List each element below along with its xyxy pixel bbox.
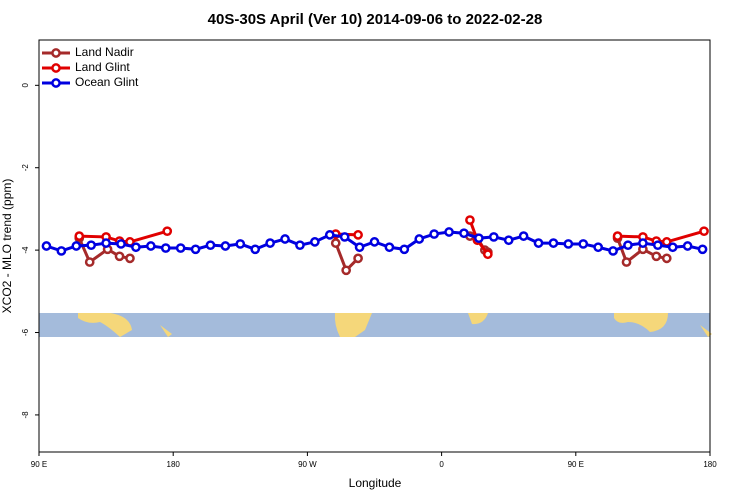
point (84, 257, 95, 267)
point (503, 235, 514, 246)
point (414, 234, 425, 244)
legend-label: Land Nadir (75, 45, 134, 59)
x-tick-label: 90 W (298, 460, 317, 469)
point (563, 239, 574, 249)
y-tick-label: 0 (21, 83, 30, 88)
point (220, 241, 231, 251)
point (145, 241, 156, 251)
point (324, 230, 335, 240)
point (125, 253, 135, 264)
point (280, 234, 290, 244)
x-axis-label: Longitude (349, 476, 402, 490)
x-tick-label: 180 (167, 460, 181, 469)
point (205, 240, 216, 251)
point (353, 253, 363, 264)
legend-marker (51, 78, 61, 88)
x-tick-label: 90 E (31, 460, 47, 469)
point (593, 242, 604, 253)
point (235, 239, 246, 249)
point (339, 232, 350, 242)
point (114, 251, 125, 262)
point (652, 240, 663, 251)
point (482, 249, 493, 260)
y-tick-label: -8 (21, 411, 30, 419)
y-axis-label: XCO2 - MLO trend (ppm) (0, 179, 14, 314)
point (474, 233, 484, 244)
point (369, 237, 380, 247)
point (41, 241, 52, 251)
point (578, 239, 589, 249)
chart-title: 40S-30S April (Ver 10) 2014-09-06 to 202… (208, 11, 543, 28)
point (190, 244, 201, 255)
x-tick-label: 90 E (568, 460, 584, 469)
point (160, 243, 171, 253)
point (353, 230, 363, 240)
point (175, 243, 186, 253)
y-tick-label: -6 (21, 328, 30, 336)
point (131, 242, 141, 253)
point (310, 237, 320, 247)
point (667, 242, 678, 253)
plot-frame (38, 39, 711, 453)
point (623, 240, 633, 251)
point (697, 244, 708, 255)
point (429, 229, 439, 239)
point (459, 228, 469, 239)
legend-marker (51, 48, 61, 58)
legend-label: Ocean Glint (75, 75, 139, 89)
point (86, 240, 97, 251)
point (533, 238, 544, 248)
point (638, 238, 648, 248)
y-tick-label: -4 (21, 246, 30, 254)
point (608, 246, 618, 256)
legend-label: Land Glint (75, 60, 130, 74)
point (399, 244, 410, 255)
point (444, 227, 454, 237)
point (682, 241, 693, 251)
map-strip (39, 313, 712, 337)
point (621, 257, 632, 267)
point (330, 238, 341, 248)
point (354, 242, 365, 253)
y-tick-label: -2 (21, 164, 30, 172)
point (518, 231, 529, 241)
point (699, 226, 709, 237)
point (341, 265, 352, 276)
x-tick-label: 180 (703, 460, 717, 469)
x-tick-label: 0 (439, 460, 444, 469)
point (101, 238, 111, 248)
point (295, 240, 305, 251)
point (162, 226, 173, 237)
point (250, 244, 261, 255)
point (612, 231, 623, 241)
point (548, 238, 559, 248)
point (116, 239, 126, 249)
point (465, 215, 475, 225)
point (56, 246, 67, 256)
point (265, 238, 275, 248)
point (384, 242, 395, 253)
point (71, 241, 82, 251)
point (74, 231, 85, 241)
point (651, 251, 662, 262)
point (488, 232, 499, 242)
legend-marker (51, 63, 61, 73)
point (661, 253, 672, 264)
